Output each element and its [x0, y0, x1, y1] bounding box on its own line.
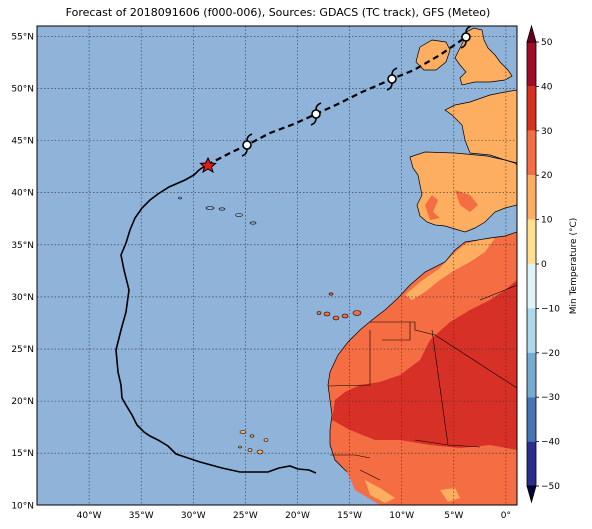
colorbar-tick-label: −50 [541, 482, 560, 492]
colorbar-block [527, 441, 536, 486]
colorbar-block [527, 86, 536, 131]
colorbar-block [527, 397, 536, 442]
lon-label: 5°W [444, 511, 463, 521]
colorbar-tick-label: −20 [541, 349, 560, 359]
sahel-cool-patch [365, 480, 460, 503]
lat-label: 35°N [11, 241, 34, 251]
france-land [444, 89, 517, 164]
lon-label: 35°W [129, 511, 154, 521]
storm-symbol [386, 67, 398, 91]
latitude-labels: 55°N 50°N 45°N 40°N 35°N 30°N 25°N 20°N 15°N 10°N [11, 32, 34, 511]
great-britain [454, 27, 513, 86]
colorbar-block [527, 175, 536, 220]
storm-symbol [310, 102, 322, 126]
colorbar-tick-label: −30 [541, 393, 560, 403]
land-layer [178, 27, 517, 505]
lat-label: 40°N [11, 189, 34, 199]
sahara-hot-region [332, 280, 517, 450]
forecast-storm-symbols [241, 26, 472, 157]
colorbar-tick-label: −40 [541, 438, 560, 448]
graticule [37, 26, 517, 505]
longitude-labels: 40°W 35°W 30°W 25°W 20°W 15°W 10°W 5°W 0° [77, 511, 511, 521]
colorbar-tick-label: 50 [541, 38, 553, 48]
iberia-warm-patch [425, 190, 478, 220]
map-frame [36, 25, 518, 506]
colorbar-top-arrow [526, 24, 537, 43]
lon-label: 10°W [389, 511, 414, 521]
lat-label: 25°N [11, 345, 34, 355]
colorbar-tick-label: 20 [541, 171, 553, 181]
lon-label: 20°W [285, 511, 310, 521]
azores-islands [178, 196, 257, 225]
canary-islands [316, 292, 362, 321]
storm-track-history [115, 165, 317, 474]
cape-verde-islands [238, 430, 269, 455]
current-storm-position [199, 156, 217, 174]
colorbar-tick-label: 40 [541, 82, 553, 92]
colorbar-block [527, 130, 536, 176]
lat-label: 30°N [11, 293, 34, 303]
ireland [415, 39, 451, 71]
morocco-cool-strip [405, 238, 495, 300]
lon-label: 30°W [181, 511, 206, 521]
colorbar-block [527, 308, 536, 353]
storm-symbol [460, 26, 472, 49]
borders [327, 284, 517, 481]
lon-label: 15°W [337, 511, 362, 521]
lon-label: 0° [501, 511, 511, 521]
lat-label: 10°N [11, 501, 34, 511]
colorbar: 50 40 30 20 10 0 −10 −20 −30 −40 −50 Min Temperatu… [526, 24, 579, 504]
lat-label: 45°N [11, 137, 34, 147]
lat-label: 15°N [11, 449, 34, 459]
lat-label: 50°N [11, 85, 34, 95]
colorbar-tick-label: 0 [541, 260, 547, 270]
colorbar-block [527, 219, 536, 264]
colorbar-label: Min Temperature (°C) [569, 218, 579, 315]
colorbar-block [527, 264, 536, 309]
colorbar-block [527, 42, 536, 87]
map-title: Forecast of 2018091606 (f000-006), Sourc… [65, 6, 491, 19]
lat-label: 55°N [11, 32, 34, 42]
lat-label: 20°N [11, 397, 34, 407]
colorbar-tick-label: 30 [541, 127, 553, 137]
lon-label: 40°W [77, 511, 102, 521]
lon-label: 25°W [233, 511, 258, 521]
colorbar-block [527, 352, 536, 398]
colorbar-tick-label: 10 [541, 216, 553, 226]
storm-symbol [241, 133, 253, 157]
colorbar-bottom-arrow [526, 485, 537, 504]
colorbar-tick-label: −10 [541, 304, 560, 314]
